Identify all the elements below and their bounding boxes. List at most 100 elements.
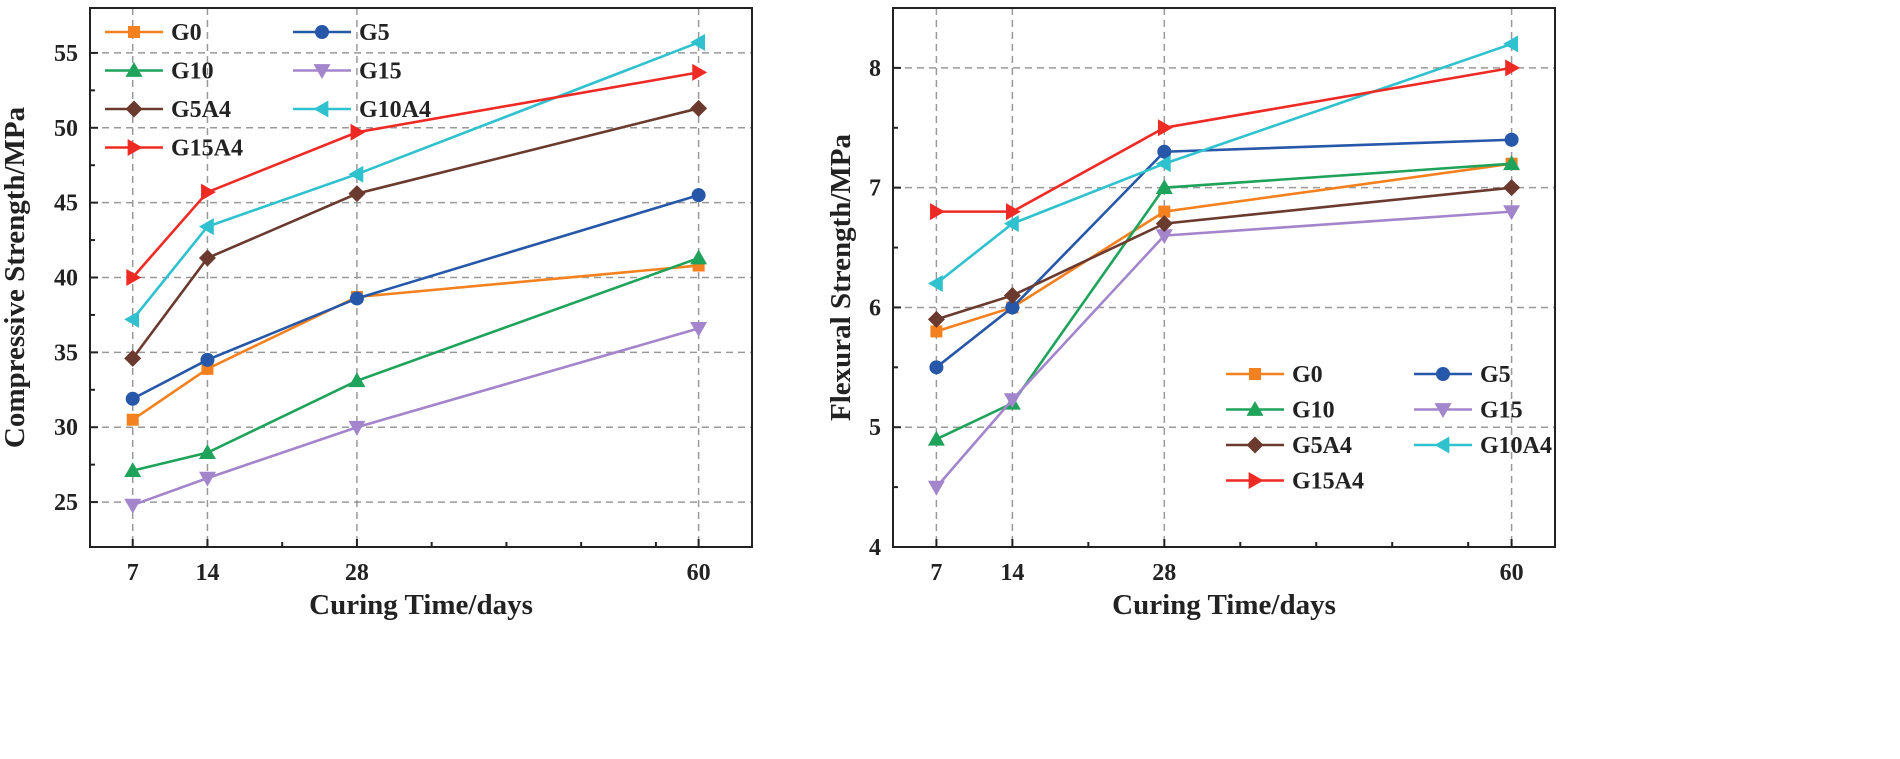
data-point <box>1155 215 1173 233</box>
y-tick-label: 5 <box>869 415 881 441</box>
data-point <box>1005 300 1020 315</box>
data-point <box>348 372 366 388</box>
y-axis-title: Flexural Strength/MPa <box>825 133 857 421</box>
chart-panel-2: 4 5 6 7 8 7 14 28 60 Curing Time/days Flexural Str… <box>825 7 1556 621</box>
legend-marker <box>313 100 329 118</box>
series-G10A4 <box>927 35 1518 292</box>
chart-panel-1: 25 30 35 40 45 50 55 7 14 28 60 Curing Time/days Com… <box>0 7 753 621</box>
y-tick-label: 4 <box>869 535 881 561</box>
y-tick-label: 40 <box>54 266 78 292</box>
legend-label: G5 <box>359 20 390 46</box>
series-G5A4 <box>124 99 708 367</box>
series-G10 <box>927 155 1521 446</box>
data-point <box>1155 179 1173 195</box>
series-line <box>936 162 1512 333</box>
y-tick-label: 45 <box>54 191 78 217</box>
data-point <box>1503 155 1521 171</box>
data-point <box>348 185 366 203</box>
data-point <box>1503 179 1521 197</box>
legend-label: G5 <box>1480 362 1511 388</box>
data-point <box>1503 205 1521 221</box>
series-G5 <box>929 132 1519 375</box>
series-G15 <box>927 205 1521 496</box>
series-G0 <box>126 259 705 426</box>
series-line <box>935 210 1512 488</box>
y-tick-label: 55 <box>54 41 78 67</box>
data-point <box>126 269 142 286</box>
data-point <box>930 203 945 221</box>
legend-marker <box>128 26 140 38</box>
legend-marker <box>1246 436 1264 454</box>
data-point <box>927 274 943 292</box>
legend-label: G15A4 <box>1292 469 1364 495</box>
y-tick-label: 7 <box>869 176 881 202</box>
x-axis-title: Curing Time/days <box>1112 589 1336 621</box>
x-tick-label: 28 <box>345 560 369 586</box>
series-G15A4 <box>930 59 1521 221</box>
data-point <box>1155 229 1173 245</box>
data-point <box>691 188 706 203</box>
grid <box>90 8 752 547</box>
legend-label: G5A4 <box>1292 433 1352 459</box>
data-point <box>1504 132 1519 147</box>
legend-label: G15 <box>359 59 402 85</box>
legend-label: G15 <box>1480 398 1523 424</box>
series-line <box>131 264 699 421</box>
legend-item: G10 <box>105 59 214 85</box>
y-tick-label: 35 <box>54 340 78 366</box>
x-tick-label: 60 <box>1500 560 1524 586</box>
x-tick-label: 14 <box>195 560 219 586</box>
data-point <box>126 413 139 426</box>
series-line <box>936 186 1512 321</box>
series-line <box>131 71 699 279</box>
y-tick-label: 6 <box>869 295 881 321</box>
legend-marker <box>313 64 331 79</box>
legend-marker <box>1248 472 1264 489</box>
data-point <box>930 325 943 338</box>
legend-marker <box>1249 368 1261 380</box>
legend-item: G10A4 <box>1414 433 1552 459</box>
data-point <box>1157 119 1173 137</box>
data-point <box>692 63 708 81</box>
series-line <box>935 162 1512 441</box>
data-point <box>927 430 945 446</box>
series-line <box>935 138 1512 369</box>
y-tick-label: 8 <box>869 56 881 82</box>
legend-marker <box>315 25 329 39</box>
legend-label: G0 <box>1292 362 1323 388</box>
axes: 4 5 6 7 8 7 14 28 60 <box>869 56 1524 586</box>
legend-marker <box>127 139 143 156</box>
series-G5 <box>125 188 706 406</box>
series-line <box>936 66 1512 213</box>
legend-item: G15 <box>1414 398 1523 424</box>
data-point <box>198 471 216 487</box>
data-point <box>350 123 366 141</box>
data-point <box>690 33 705 51</box>
series-line <box>132 327 699 507</box>
series-line <box>131 41 700 321</box>
data-point <box>690 99 708 117</box>
legend-label: G10A4 <box>1480 433 1552 459</box>
legend-label: G0 <box>171 20 202 46</box>
data-point <box>200 352 215 367</box>
data-point <box>1157 144 1172 159</box>
data-point <box>198 444 216 460</box>
data-point <box>690 249 708 265</box>
series-line <box>132 193 699 400</box>
legend-item: G5A4 <box>1226 433 1352 459</box>
y-tick-label: 25 <box>54 490 78 516</box>
series-line <box>935 42 1513 285</box>
data-point <box>1003 215 1019 233</box>
axes: 25 30 35 40 45 50 55 7 14 28 60 <box>54 41 711 586</box>
data-point <box>1158 205 1171 218</box>
legend: G0 G5 G10 G15 G5A4 G10A4 G15A4 <box>1226 362 1552 495</box>
legend-label: G15A4 <box>171 136 243 162</box>
data-point <box>348 420 366 436</box>
x-tick-label: 28 <box>1152 560 1176 586</box>
series-G15 <box>124 322 708 514</box>
series-group <box>927 35 1521 496</box>
x-tick-label: 7 <box>930 560 942 586</box>
series-G15A4 <box>126 63 708 286</box>
data-point <box>124 462 142 478</box>
legend-marker <box>125 62 143 77</box>
